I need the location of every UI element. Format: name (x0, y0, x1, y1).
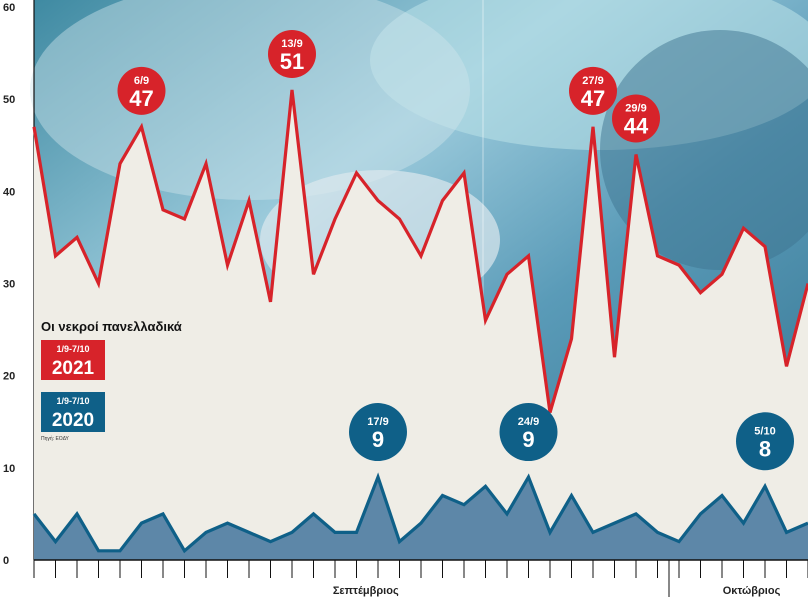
annotation-2020-17-9: 17/99 (349, 403, 407, 462)
annotation-value: 9 (522, 427, 534, 452)
y-tick-label: 50 (3, 94, 15, 106)
y-tick-label: 0 (3, 555, 9, 567)
legend-range-2021: 1/9-7/10 (56, 344, 89, 354)
x-axis: Σεπτέμβριος Οκτώβριος (33, 559, 808, 597)
legend: Οι νεκροί πανελλαδικά 1/9-7/10 2021 1/9-… (41, 319, 182, 442)
annotation-circle (117, 66, 166, 115)
legend-badge-2020: 1/9-7/10 2020 (41, 392, 105, 432)
legend-year-2021: 2021 (52, 358, 95, 379)
area-fill-2021 (34, 89, 808, 561)
month-label-october: Οκτώβριος (723, 585, 781, 597)
y-axis: 0 10 20 30 40 50 60 (3, 0, 35, 567)
y-tick-label: 60 (3, 2, 15, 14)
annotation-value: 47 (581, 86, 605, 111)
annotation-2021-13-9: 13/951 (268, 29, 316, 78)
annotation-circle (612, 94, 660, 143)
annotation-circle (349, 403, 407, 462)
annotation-value: 44 (624, 113, 649, 138)
annotation-date: 27/9 (582, 75, 603, 87)
source-note: Πηγή: ΕΟΔΥ (41, 435, 70, 442)
y-tick-label: 40 (3, 186, 15, 198)
line-series-2021 (32, 89, 808, 413)
y-tick-label: 30 (3, 279, 15, 291)
annotation-date: 13/9 (281, 38, 302, 50)
annotation-value: 47 (129, 86, 153, 111)
legend-year-2020: 2020 (52, 410, 94, 431)
annotation-circle (569, 66, 617, 115)
annotation-date: 5/10 (754, 425, 775, 437)
annotation-2021-29-9: 29/944 (612, 94, 660, 143)
annotation-2020-5-10: 5/108 (736, 412, 794, 471)
annotation-date: 29/9 (625, 102, 646, 114)
annotation-circle (499, 403, 558, 462)
annotation-circle (736, 412, 794, 471)
annotation-value: 51 (280, 49, 304, 74)
legend-badge-2021: 1/9-7/10 2021 (41, 340, 105, 380)
area-fill-2020 (34, 477, 808, 560)
annotation-2021-27-9: 27/947 (569, 66, 617, 115)
annotation-date: 6/9 (134, 75, 149, 87)
annotation-date: 24/9 (518, 416, 539, 428)
annotation-2020-24-9: 24/99 (499, 403, 558, 462)
annotation-circle (268, 29, 316, 78)
annotation-value: 9 (372, 427, 384, 452)
line-series-2020 (32, 472, 808, 554)
annotation-date: 17/9 (367, 416, 388, 428)
legend-range-2020: 1/9-7/10 (56, 396, 89, 406)
month-label-september: Σεπτέμβριος (333, 585, 399, 597)
y-tick-label: 10 (3, 463, 15, 475)
annotation-value: 8 (759, 436, 771, 461)
legend-title: Οι νεκροί πανελλαδικά (41, 319, 182, 334)
annotation-2021-6-9: 6/947 (117, 66, 166, 115)
y-tick-label: 20 (3, 371, 15, 383)
